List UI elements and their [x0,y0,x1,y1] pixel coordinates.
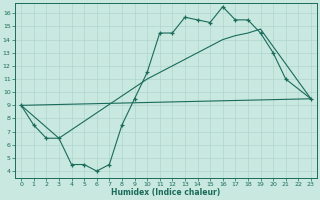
X-axis label: Humidex (Indice chaleur): Humidex (Indice chaleur) [111,188,221,197]
